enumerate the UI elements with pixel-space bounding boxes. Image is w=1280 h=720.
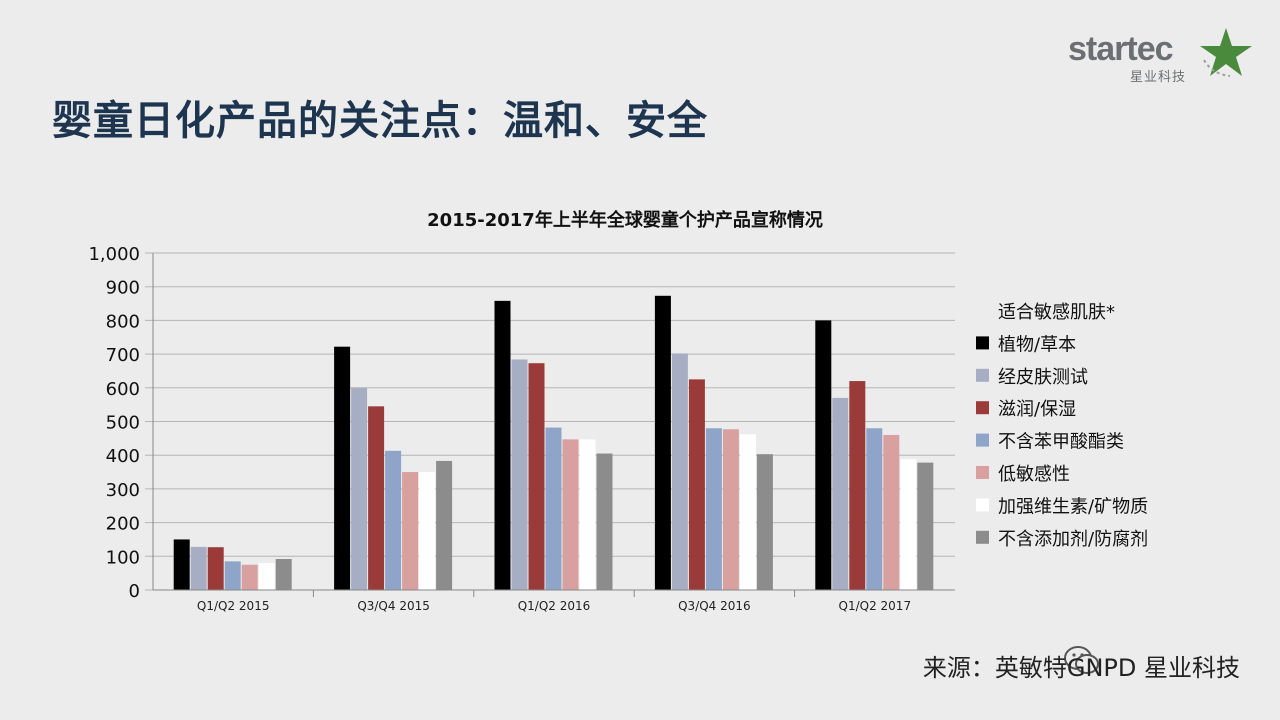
bar-3 [528,363,545,590]
legend-label: 低敏感性 [998,464,1070,485]
legend-label: 不含添加剂/防腐剂 [998,529,1148,550]
bar-5 [883,434,900,590]
source-footer: 来源：英敏特GNPD 星业科技 [922,654,1240,682]
legend-swatch [976,336,989,350]
bar-6 [419,472,436,590]
bar-7 [756,454,773,590]
logo-wordmark: startec [1068,30,1174,68]
legend-swatch [976,530,989,544]
logo-subtitle: 星业科技 [1130,70,1187,85]
y-tick-label: 200 [106,514,140,535]
bar-3 [688,379,705,590]
x-tick-label: Q1/Q2 2017 [839,599,912,613]
y-tick-label: 700 [106,345,140,366]
bar-1 [815,320,832,590]
bar-5 [562,439,579,590]
bar-4 [545,427,562,590]
y-tick-label: 300 [106,480,140,501]
y-tick-label: 400 [106,446,140,467]
star-logo-icon [1200,28,1252,77]
x-tick-label: Q3/Q4 2016 [678,599,751,613]
bar-7 [275,558,292,590]
legend-swatch [976,466,989,479]
bar-2 [511,359,528,590]
y-tick-label: 900 [106,278,140,299]
y-tick-label: 600 [106,379,140,400]
x-tick-label: Q1/Q2 2016 [518,599,591,613]
bar-3 [207,547,224,590]
legend-label: 经皮肤测试 [998,367,1088,388]
bar-6 [258,563,275,590]
legend-label: 适合敏感肌肤* [998,302,1115,323]
wechat-icon [1064,646,1099,674]
legend-label: 植物/草本 [998,334,1076,355]
x-tick-label: Q1/Q2 2015 [197,599,270,613]
bar-5 [241,564,258,590]
legend-swatch [976,368,989,382]
bar-1 [654,295,671,590]
bar-4 [866,428,883,590]
bar-4 [705,428,722,590]
y-tick-label: 500 [106,413,140,434]
legend-swatch [976,433,989,447]
bar-2 [832,397,849,590]
legend-swatch [976,401,989,415]
bar-6 [579,439,596,590]
bar-6 [900,459,917,590]
bar-6 [739,434,756,590]
bar-1 [494,300,511,590]
bar-4 [385,450,402,590]
x-tick-label: Q3/Q4 2015 [357,599,430,613]
y-tick-label: 100 [106,547,140,568]
bar-4 [224,561,241,590]
legend-label: 加强维生素/矿物质 [998,496,1148,517]
bar-7 [436,460,453,590]
y-tick-label: 1,000 [88,244,140,265]
bar-7 [596,453,613,590]
bar-3 [849,381,866,590]
bar-1 [173,539,190,590]
bar-5 [722,429,739,590]
bar-2 [671,353,688,590]
bar-5 [402,472,419,590]
legend-label: 不含苯甲酸酯类 [998,432,1124,453]
y-tick-label: 800 [106,311,140,332]
legend-swatch [976,498,989,512]
chart-title: 2015-2017年上半年全球婴童个护产品宣称情况 [427,210,823,231]
bar-1 [334,346,351,590]
legend-label: 滋润/保湿 [998,399,1076,420]
bar-2 [190,546,207,590]
bar-2 [351,387,368,590]
y-tick-label: 0 [129,581,140,602]
company-logo: startec 星业科技 [1068,26,1258,86]
bar-3 [368,406,385,590]
slide-title: 婴童日化产品的关注点：温和、安全 [52,98,708,144]
bar-7 [917,462,934,590]
